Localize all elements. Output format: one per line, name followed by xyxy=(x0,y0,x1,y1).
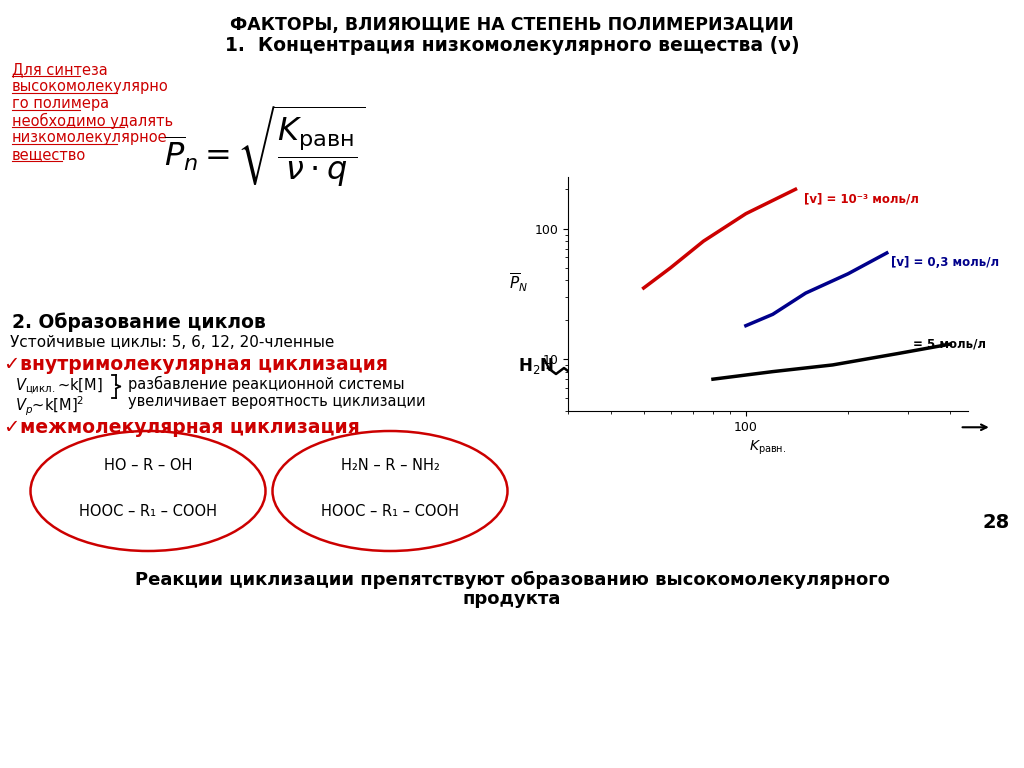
Text: высокомолекулярно: высокомолекулярно xyxy=(12,79,169,94)
Text: увеличивает вероятность циклизации: увеличивает вероятность циклизации xyxy=(128,394,426,409)
Text: = 5 моль/л: = 5 моль/л xyxy=(912,338,986,351)
Text: HOOC – R₁ – COOH: HOOC – R₁ – COOH xyxy=(79,505,217,519)
Text: $\overline{P}_n = \sqrt{\dfrac{K_{\rm равн}}{\nu \cdot q}}$: $\overline{P}_n = \sqrt{\dfrac{K_{\rm ра… xyxy=(165,103,366,189)
Text: внутримолекулярная циклизация: внутримолекулярная циклизация xyxy=(20,355,388,374)
Text: Устойчивые циклы: 5, 6, 12, 20-членные: Устойчивые циклы: 5, 6, 12, 20-членные xyxy=(10,335,335,350)
Text: Реакции циклизации препятствуют образованию высокомолекулярного: Реакции циклизации препятствуют образова… xyxy=(134,571,890,589)
Y-axis label: $\overline{P}_N$: $\overline{P}_N$ xyxy=(509,271,527,294)
Text: ФАКТОРЫ, ВЛИЯЮЩИЕ НА СТЕПЕНЬ ПОЛИМЕРИЗАЦИИ: ФАКТОРЫ, ВЛИЯЮЩИЕ НА СТЕПЕНЬ ПОЛИМЕРИЗАЦ… xyxy=(230,16,794,34)
Text: $V_p$~k[M]$^2$: $V_p$~k[M]$^2$ xyxy=(15,395,84,419)
Text: вещество: вещество xyxy=(12,147,86,162)
Text: $V_{\rm цикл.}$~k[M]: $V_{\rm цикл.}$~k[M] xyxy=(15,377,102,397)
Text: [v] = 0,3 моль/л: [v] = 0,3 моль/л xyxy=(891,256,999,269)
Text: ✓: ✓ xyxy=(3,418,19,437)
Text: продукта: продукта xyxy=(463,590,561,608)
Text: 28: 28 xyxy=(983,513,1010,532)
Text: межмолекулярная циклизация: межмолекулярная циклизация xyxy=(20,418,359,437)
Text: N: N xyxy=(722,325,734,340)
Text: H$_2$N: H$_2$N xyxy=(518,356,554,376)
Text: необходимо удалять: необходимо удалять xyxy=(12,113,173,129)
Text: го полимера: го полимера xyxy=(12,96,110,111)
Text: 2. Образование циклов: 2. Образование циклов xyxy=(12,312,266,332)
Text: HOOC – R₁ – COOH: HOOC – R₁ – COOH xyxy=(321,505,459,519)
X-axis label: $K_{\rm равн.}$: $K_{\rm равн.}$ xyxy=(750,439,786,458)
Text: COOH: COOH xyxy=(597,356,651,374)
Text: 1.  Концентрация низкомолекулярного вещества (ν): 1. Концентрация низкомолекулярного вещес… xyxy=(224,36,800,55)
Text: C=O: C=O xyxy=(755,340,792,356)
Text: ✓: ✓ xyxy=(3,355,19,374)
Text: низкомолекулярное: низкомолекулярное xyxy=(12,130,168,145)
Text: [v] = 10⁻³ моль/л: [v] = 10⁻³ моль/л xyxy=(804,192,919,205)
Text: HO – R – OH: HO – R – OH xyxy=(103,458,193,472)
Text: H₂N – R – NH₂: H₂N – R – NH₂ xyxy=(341,458,439,472)
Text: разбавление реакционной системы: разбавление реакционной системы xyxy=(128,376,404,392)
Text: Для синтеза: Для синтеза xyxy=(12,62,108,77)
